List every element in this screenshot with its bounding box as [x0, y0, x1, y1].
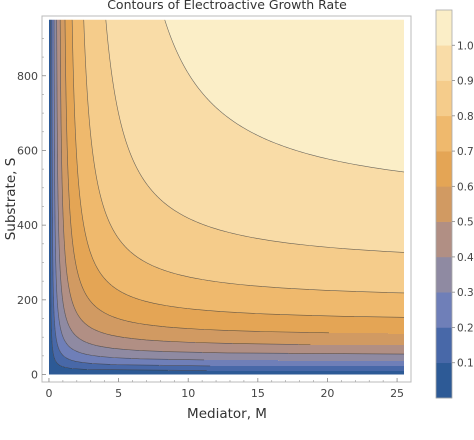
colorbar-label: 0.8: [457, 111, 474, 123]
colorbar-label: 0.2: [457, 322, 474, 334]
y-tick-label: 400: [17, 219, 38, 232]
colorbar-label: 0.7: [457, 146, 474, 158]
colorbar-swatch: [436, 151, 452, 187]
contour-band-6: [65, 19, 405, 335]
contour-line-1: [51, 19, 211, 367]
contour-line-4: [59, 19, 311, 345]
colorbar-label: 0.1: [457, 358, 474, 370]
x-axis: 0 5 10 15 20 25: [45, 378, 404, 400]
x-tick-label: 0: [45, 387, 52, 400]
colorbar-label: 0.4: [457, 252, 474, 264]
colorbar-label: 0.9: [457, 76, 474, 88]
contour-band-5: [60, 19, 405, 346]
colorbar-swatch: [436, 292, 452, 328]
colorbar-swatch: [436, 327, 452, 364]
colorbar-label: 1.0: [457, 40, 474, 52]
contour-band-10: [164, 19, 405, 173]
colorbar-swatch: [436, 186, 452, 222]
colorbar-label: 0.6: [457, 181, 474, 193]
contour-line-3: [56, 19, 405, 355]
colorbar-swatch: [436, 362, 452, 399]
contour-line-8: [105, 19, 405, 253]
colorbar-label: 0.5: [457, 217, 474, 229]
contour-band-8: [83, 19, 405, 294]
colorbar: 0.1 0.2 0.3 0.4 0.5 0.6 0.7 0.8 0.9 1.0: [435, 9, 474, 399]
contour-band-9: [105, 19, 405, 253]
colorbar-swatch: [436, 221, 452, 258]
colorbar-swatch: [436, 45, 452, 81]
colorbar-swatch: [436, 256, 452, 293]
x-tick-label: 25: [390, 387, 404, 400]
y-tick-label: 200: [17, 294, 38, 307]
contour-plot: [48, 19, 405, 375]
colorbar-label: 0.3: [457, 287, 474, 299]
colorbar-frame: [435, 9, 453, 399]
y-axis-title: Substrate, S: [3, 158, 19, 241]
y-tick-label: 0: [31, 369, 38, 382]
colorbar-swatch: [436, 10, 452, 46]
x-tick-label: 15: [251, 387, 265, 400]
x-tick-label: 20: [320, 387, 334, 400]
chart-title: Contours of Electroactive Growth Rate: [107, 0, 347, 12]
x-tick-label: 5: [115, 387, 122, 400]
colorbar-swatch: [436, 80, 452, 117]
x-axis-title: Mediator, M: [187, 406, 267, 422]
y-tick-label: 600: [17, 144, 38, 157]
contour-line-2: [53, 19, 205, 361]
contour-line-7: [83, 19, 405, 294]
y-axis: 0 200 400 600 800: [17, 38, 46, 382]
contour-line-9: [164, 19, 405, 173]
y-tick-label: 800: [17, 70, 38, 83]
colorbar-swatch: [436, 115, 452, 152]
contour-line-5: [64, 19, 329, 334]
x-tick-label: 10: [181, 387, 195, 400]
plot-frame: [41, 15, 412, 383]
contour-line-6: [71, 19, 405, 318]
contour-line-0: [50, 19, 207, 371]
